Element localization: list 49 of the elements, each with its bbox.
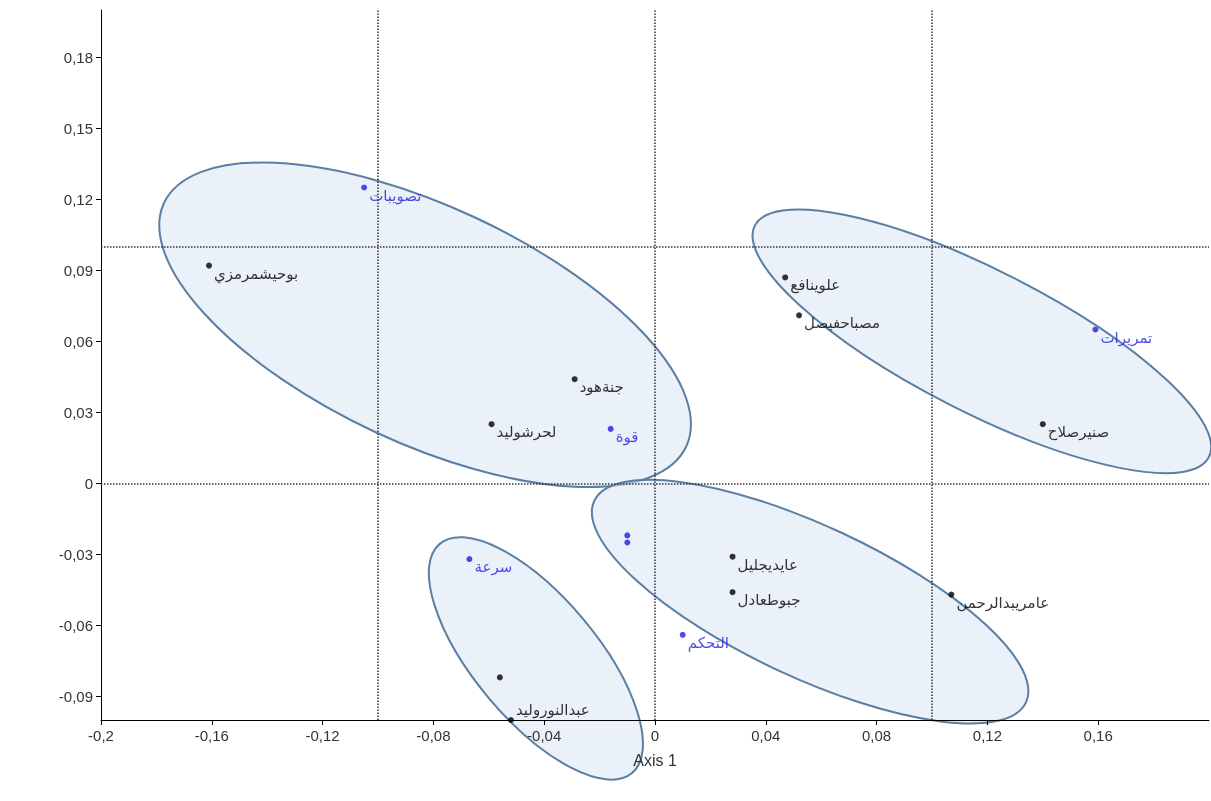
x-tick-label: -0,04 xyxy=(527,727,562,744)
point xyxy=(624,532,631,539)
annotation: عبدالنوروليد xyxy=(515,701,590,719)
annotation: عامريبدالرحمن xyxy=(956,593,1050,612)
point xyxy=(361,184,368,191)
point xyxy=(729,589,736,596)
annotation: جبوطعادل xyxy=(737,591,801,610)
point xyxy=(1092,326,1099,333)
y-tick-label: 0,15 xyxy=(63,119,93,137)
point xyxy=(1039,421,1046,428)
y-tick-label: 0,12 xyxy=(63,190,93,208)
annotation: التحكم xyxy=(687,633,729,652)
point xyxy=(679,631,686,638)
y-tick-label: -0,03 xyxy=(58,545,93,563)
x-tick-label: 0,12 xyxy=(972,727,1002,744)
y-tick-label: -0,06 xyxy=(58,616,93,634)
x-tick-label: 0,08 xyxy=(862,727,892,744)
annotation: علوينافع xyxy=(790,276,841,295)
point xyxy=(782,274,789,281)
x-tick-label: -0,12 xyxy=(305,727,340,744)
annotation: صنيرصلاح xyxy=(1047,423,1110,442)
annotation: بوحيشمرمزي xyxy=(214,264,299,284)
x-tick-label: -0,08 xyxy=(416,727,451,744)
annotation: جنةهود xyxy=(579,378,624,397)
x-tick-label: -0,16 xyxy=(194,727,229,744)
point xyxy=(206,262,213,269)
y-tick-label: 0,03 xyxy=(63,403,93,421)
y-tick-label: -0,09 xyxy=(58,687,93,705)
point xyxy=(607,425,614,432)
annotation: تصويبات xyxy=(369,186,422,205)
y-tick-label: 0,09 xyxy=(63,261,93,279)
point xyxy=(507,717,514,723)
point xyxy=(496,674,503,681)
point xyxy=(948,591,955,598)
x-tick-label: 0,04 xyxy=(751,727,781,744)
y-tick-label: 0,06 xyxy=(63,332,93,350)
point xyxy=(466,556,473,563)
y-tick-label: 0,18 xyxy=(63,48,93,66)
y-tick-label: 0 xyxy=(84,474,93,492)
annotation: عايديجليل xyxy=(737,555,798,574)
annotation: لحرشوليد xyxy=(496,423,557,442)
point xyxy=(571,376,578,383)
point xyxy=(488,421,495,428)
x-tick-label: 0,16 xyxy=(1083,727,1113,744)
x-tick-label: 0 xyxy=(650,727,660,744)
annotation: سرعة xyxy=(474,558,513,577)
annotation: قوة xyxy=(615,427,639,446)
x-tick-label: -0,2 xyxy=(88,727,114,744)
point xyxy=(796,312,803,319)
